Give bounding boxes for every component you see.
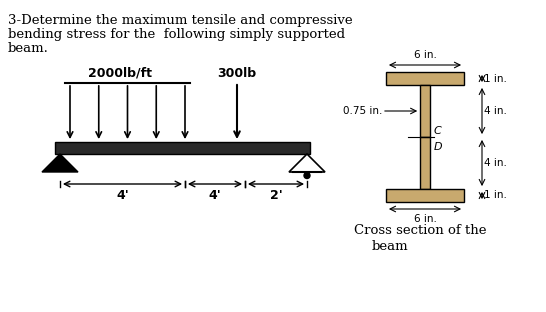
Text: 2000lb/ft: 2000lb/ft	[88, 67, 152, 80]
Text: D: D	[434, 142, 442, 152]
Polygon shape	[42, 154, 78, 172]
Bar	[386, 72, 464, 85]
Text: 3-Determine the maximum tensile and compressive: 3-Determine the maximum tensile and comp…	[8, 14, 353, 27]
Bar	[386, 189, 464, 202]
Text: 6 in.: 6 in.	[413, 214, 436, 224]
Text: 2': 2'	[270, 189, 282, 202]
Circle shape	[304, 173, 310, 178]
Text: beam.: beam.	[8, 42, 49, 55]
Text: beam: beam	[372, 240, 408, 253]
Text: 0.75 in.: 0.75 in.	[343, 106, 382, 116]
Text: 300lb: 300lb	[217, 67, 257, 80]
Text: 4': 4'	[209, 189, 221, 202]
Text: 6 in.: 6 in.	[413, 50, 436, 60]
Text: C: C	[434, 126, 442, 136]
Text: 1 in.: 1 in.	[484, 191, 507, 201]
Bar	[55, 142, 310, 154]
Polygon shape	[289, 154, 325, 172]
Text: 1 in.: 1 in.	[484, 74, 507, 84]
Bar	[420, 85, 430, 137]
Text: Cross section of the: Cross section of the	[354, 224, 486, 237]
Text: 4 in.: 4 in.	[484, 158, 507, 168]
Bar	[420, 137, 430, 189]
Text: 4': 4'	[116, 189, 129, 202]
Text: 4 in.: 4 in.	[484, 106, 507, 116]
Text: bending stress for the  following simply supported: bending stress for the following simply …	[8, 28, 345, 41]
